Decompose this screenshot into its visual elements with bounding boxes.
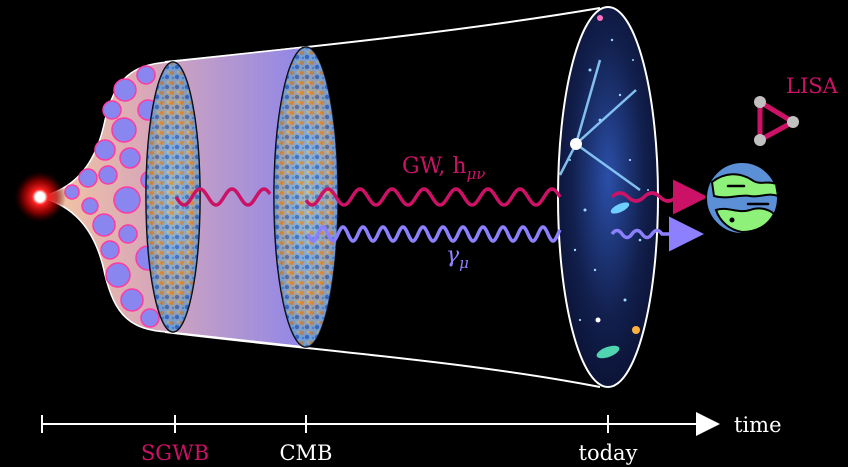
big-bang-glow-icon xyxy=(14,171,66,223)
gw-wave-arrow xyxy=(610,179,708,215)
gw-wave xyxy=(174,187,562,207)
phase-transition-bubbles xyxy=(64,65,161,328)
spiral-galaxy-icon xyxy=(610,202,630,214)
cmb-slice-tint xyxy=(274,47,338,347)
timeline-end-label: time xyxy=(734,413,782,437)
universe-envelope-bottom xyxy=(164,331,601,388)
timeline-label-cmb: CMB xyxy=(279,441,332,465)
timeline-label-sgwb: SGWB xyxy=(141,441,209,465)
sgwb-slice-tint xyxy=(146,62,200,332)
photon-wave-arrow xyxy=(610,216,704,252)
earth-planet-icon xyxy=(705,161,780,235)
photon-wave xyxy=(306,225,562,243)
universe-envelope-top xyxy=(164,7,601,63)
lisa-label: LISA xyxy=(786,74,839,98)
gw-label: GW, hμν xyxy=(402,154,485,183)
photon-label: γμ xyxy=(446,243,469,272)
timeline-axis xyxy=(41,412,720,436)
lisa-triangle-icon xyxy=(754,96,799,146)
timeline-label-today: today xyxy=(579,441,638,465)
spiral-galaxy-icon-2 xyxy=(596,345,620,359)
